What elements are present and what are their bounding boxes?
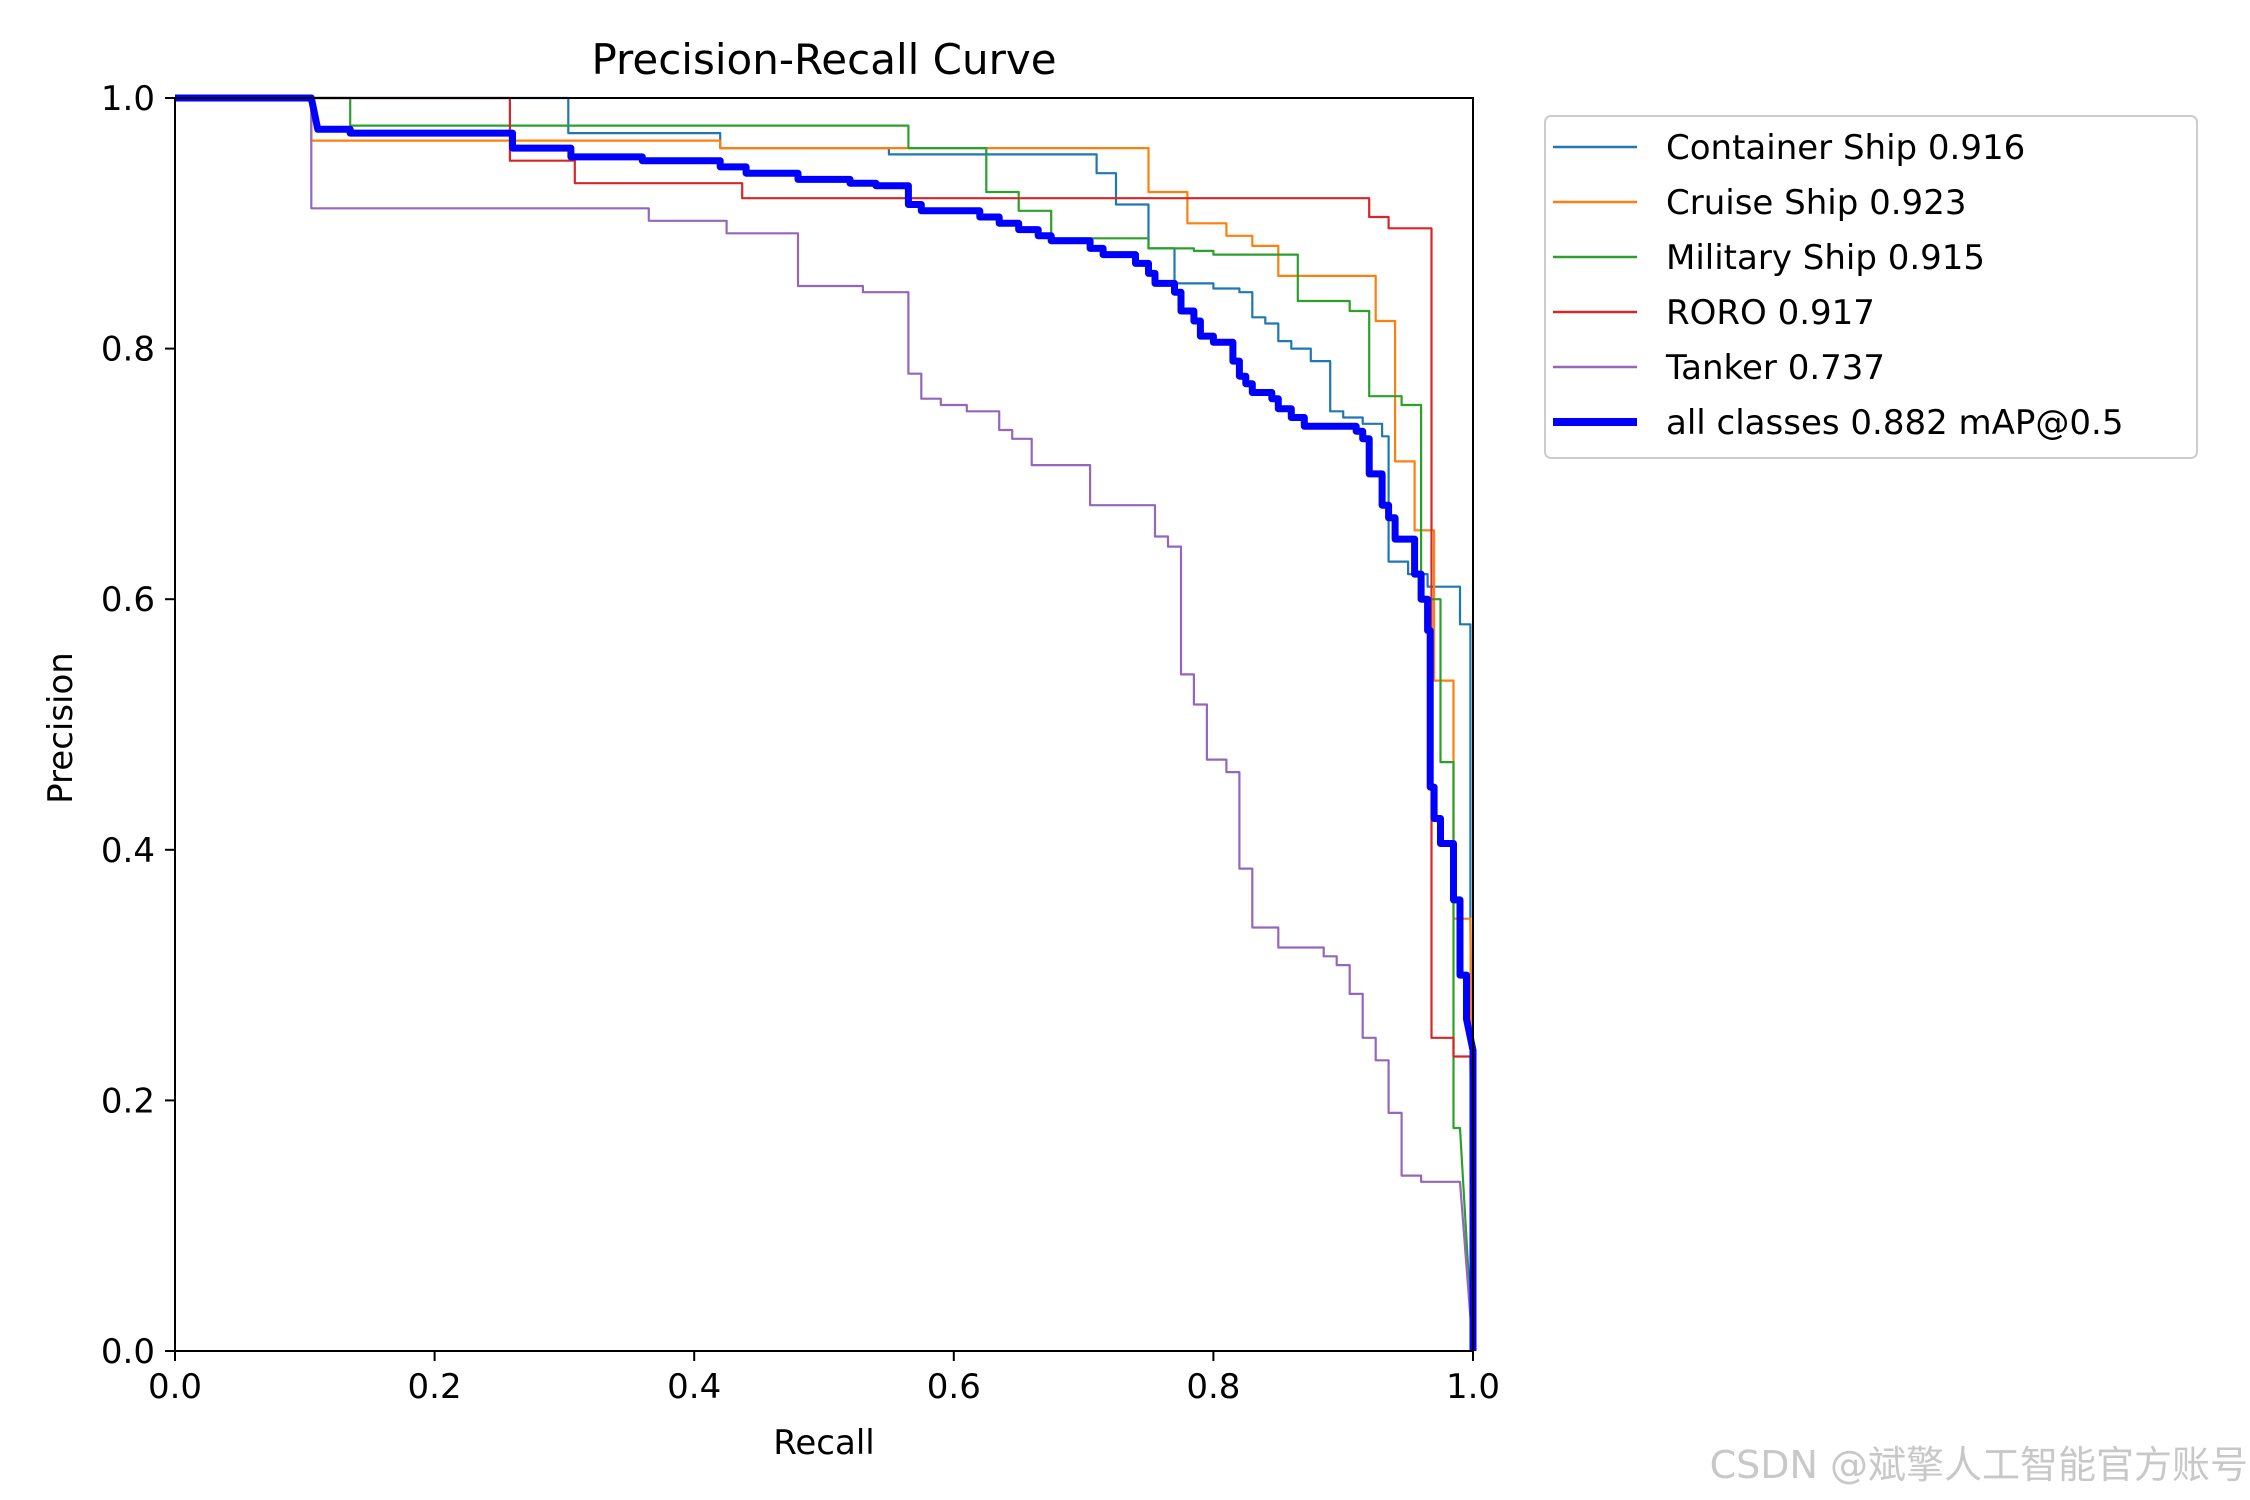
legend-label-4: Tanker 0.737 [1665, 348, 1885, 388]
legend: Container Ship 0.916 Cruise Ship 0.923 Mil… [1544, 115, 2198, 459]
legend-label-0: Container Ship 0.916 [1666, 128, 2025, 168]
series-line-4 [175, 96, 1475, 1352]
x-tick-label: 0.0 [148, 1367, 202, 1407]
y-axis-label: Precision [41, 652, 81, 804]
x-tick-label: 0.8 [1186, 1367, 1240, 1407]
series-line-2 [175, 96, 1475, 1352]
series-layer [175, 94, 1477, 1352]
y-axis: 0.0 0.2 0.4 0.6 0.8 1.0 [101, 79, 175, 1372]
series-line-1 [175, 96, 1475, 1352]
y-tick-label: 0.6 [101, 580, 155, 620]
y-tick-label: 0.8 [101, 330, 155, 370]
legend-label-3: RORO 0.917 [1666, 293, 1875, 333]
legend-label-5: all classes 0.882 mAP@0.5 [1666, 403, 2123, 443]
legend-box [1544, 115, 2198, 459]
watermark: CSDN @斌擎人工智能官方账号 [1710, 1443, 2248, 1487]
x-axis: 0.0 0.2 0.4 0.6 0.8 1.0 [148, 1351, 1500, 1407]
x-tick-label: 1.0 [1446, 1367, 1500, 1407]
x-tick-label: 0.6 [927, 1367, 981, 1407]
legend-label-2: Military Ship 0.915 [1666, 238, 1985, 278]
y-tick-label: 0.2 [101, 1081, 155, 1121]
x-tick-label: 0.2 [408, 1367, 462, 1407]
y-tick-label: 0.4 [101, 831, 155, 871]
legend-label-1: Cruise Ship 0.923 [1666, 183, 1966, 223]
plot-frame [174, 97, 1474, 1352]
series-line-5 [175, 94, 1477, 1351]
series-line-3 [175, 96, 1475, 1352]
x-tick-label: 0.4 [667, 1367, 721, 1407]
chart-title: Precision-Recall Curve [591, 35, 1056, 84]
x-axis-label: Recall [773, 1423, 874, 1463]
y-tick-label: 1.0 [101, 79, 155, 119]
y-tick-label: 0.0 [101, 1332, 155, 1372]
series-line-0 [175, 96, 1475, 1352]
